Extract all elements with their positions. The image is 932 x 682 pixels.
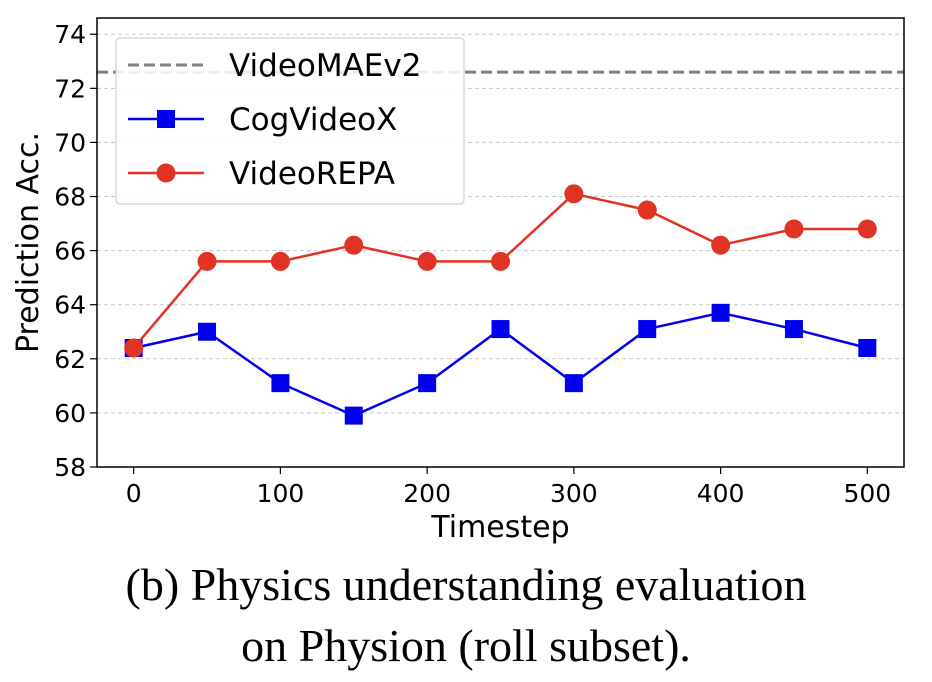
y-axis-label: Prediction Acc.	[11, 132, 46, 353]
videorepa-point	[417, 251, 437, 271]
cogvideox-point	[858, 338, 877, 357]
videorepa-point	[711, 235, 731, 255]
legend-label-videorepa: VideoREPA	[229, 156, 395, 192]
cogvideox-point	[491, 320, 510, 339]
legend-box	[115, 37, 465, 205]
cogvideox-point	[564, 374, 583, 393]
y-tick-label: 62	[54, 345, 86, 374]
cogvideox-point	[784, 320, 803, 339]
x-axis-ticks: 0 100 200 300 400 500	[126, 467, 891, 508]
x-tick-label: 200	[403, 479, 451, 508]
x-tick-label: 400	[697, 479, 745, 508]
y-tick-label: 64	[54, 291, 86, 320]
series-videorepa	[124, 184, 877, 358]
videorepa-point	[270, 251, 290, 271]
videorepa-point	[344, 235, 364, 255]
cogvideox-point	[198, 322, 217, 341]
cogvideox-point	[711, 303, 730, 322]
videorepa-point	[197, 251, 217, 271]
y-tick-label: 72	[54, 74, 86, 103]
videorepa-point	[637, 200, 657, 220]
data-series	[124, 184, 877, 425]
y-tick-label: 74	[54, 20, 86, 49]
figure-caption-line-2: on Physion (roll subset).	[241, 620, 691, 671]
x-axis-label: Timestep	[430, 510, 569, 545]
videorepa-point	[124, 338, 144, 358]
y-axis-ticks: 58 60 62 64 66 68 70 72 74	[54, 20, 97, 482]
cogvideox-point	[418, 374, 437, 393]
line-chart: 58 60 62 64 66 68 70 72 74 0 100 200 300 400 500 Time…	[11, 17, 905, 545]
series-cogvideox	[124, 303, 877, 425]
videorepa-point	[784, 219, 804, 239]
y-tick-label: 68	[54, 183, 86, 212]
plot-frame	[96, 17, 905, 468]
y-tick-label: 58	[54, 453, 86, 482]
y-tick-label: 60	[54, 399, 86, 428]
legend-label-videomaev2: VideoMAEv2	[229, 48, 421, 84]
videorepa-point	[564, 184, 584, 204]
legend-marker-videorepa	[156, 163, 176, 183]
cogvideox-point	[271, 374, 290, 393]
y-tick-label: 70	[54, 128, 86, 157]
y-tick-label: 66	[54, 237, 86, 266]
videorepa-point	[857, 219, 877, 239]
cogvideox-point	[638, 320, 657, 339]
x-tick-label: 100	[257, 479, 305, 508]
legend-label-cogvideox: CogVideoX	[229, 102, 397, 138]
figure-caption-line-1: (b) Physics understanding evaluation	[125, 559, 807, 610]
x-tick-label: 300	[550, 479, 598, 508]
x-tick-label: 500	[843, 479, 891, 508]
cogvideox-point	[344, 406, 363, 425]
x-tick-label: 0	[126, 479, 142, 508]
videorepa-point	[491, 251, 510, 271]
legend: VideoMAEv2 CogVideoX VideoREPA	[115, 37, 465, 205]
legend-marker-cogvideox	[157, 110, 175, 128]
